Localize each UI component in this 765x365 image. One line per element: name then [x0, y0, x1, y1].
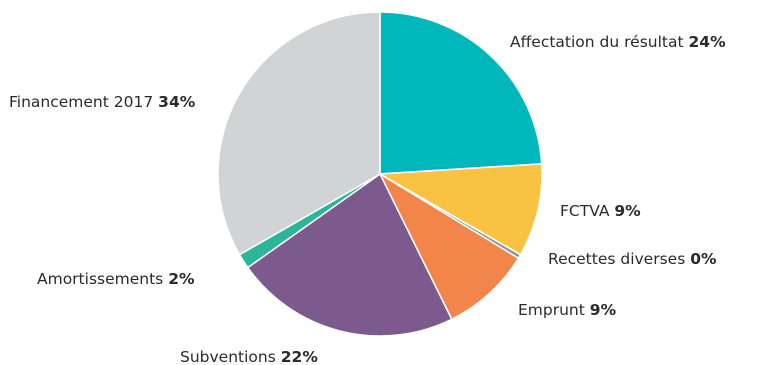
label-subventions: Subventions 22% [180, 348, 318, 365]
label-recettes-diverses: Recettes diverses 0% [548, 250, 717, 268]
pie-slice-subventions [247, 173, 453, 337]
pie-slice-emprunt [379, 173, 520, 321]
pie-slice-financement-2017 [217, 11, 381, 256]
pie-slice-fctva [379, 163, 543, 256]
label-financement-2017: Financement 2017 34% [9, 93, 196, 111]
pie-slices [217, 11, 543, 337]
label-emprunt: Emprunt 9% [518, 301, 617, 319]
label-fctva: FCTVA 9% [560, 202, 641, 220]
label-affectation: Affectation du résultat 24% [510, 33, 726, 51]
label-amortissements: Amortissements 2% [37, 270, 195, 288]
pie-slice-affectation-du-r-sultat [379, 11, 543, 175]
